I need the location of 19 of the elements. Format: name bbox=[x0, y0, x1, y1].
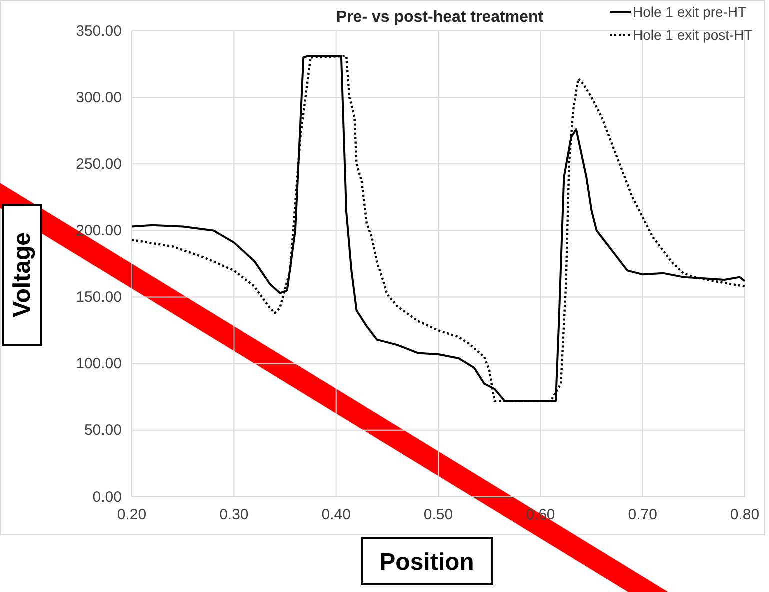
y-tick-label: 250.00 bbox=[76, 156, 122, 173]
legend-label: Hole 1 exit pre-HT bbox=[633, 4, 748, 20]
x-tick-label: 0.70 bbox=[628, 506, 658, 524]
x-tick-label: 0.20 bbox=[117, 506, 147, 524]
x-tick-label: 0.30 bbox=[220, 506, 249, 524]
y-tick-label: 200.00 bbox=[76, 222, 122, 240]
y-tick-label: 350.00 bbox=[76, 22, 122, 40]
y-tick-label: 50.00 bbox=[84, 422, 122, 440]
y-tick-label: 100.00 bbox=[76, 356, 122, 373]
y-tick-label: 300.00 bbox=[76, 89, 122, 106]
legend-label: Hole 1 exit post-HT bbox=[633, 27, 754, 43]
x-tick-label: 0.50 bbox=[424, 506, 454, 524]
chart-title: Pre- vs post-heat treatment bbox=[336, 9, 544, 26]
x-tick-label: 0.40 bbox=[322, 506, 351, 524]
y-tick-label: 150.00 bbox=[76, 289, 122, 306]
x-tick-label: 0.80 bbox=[730, 506, 760, 524]
x-axis-title: Position bbox=[380, 549, 474, 576]
y-axis-title: Voltage bbox=[9, 232, 36, 318]
y-tick-label: 0.00 bbox=[92, 488, 122, 506]
